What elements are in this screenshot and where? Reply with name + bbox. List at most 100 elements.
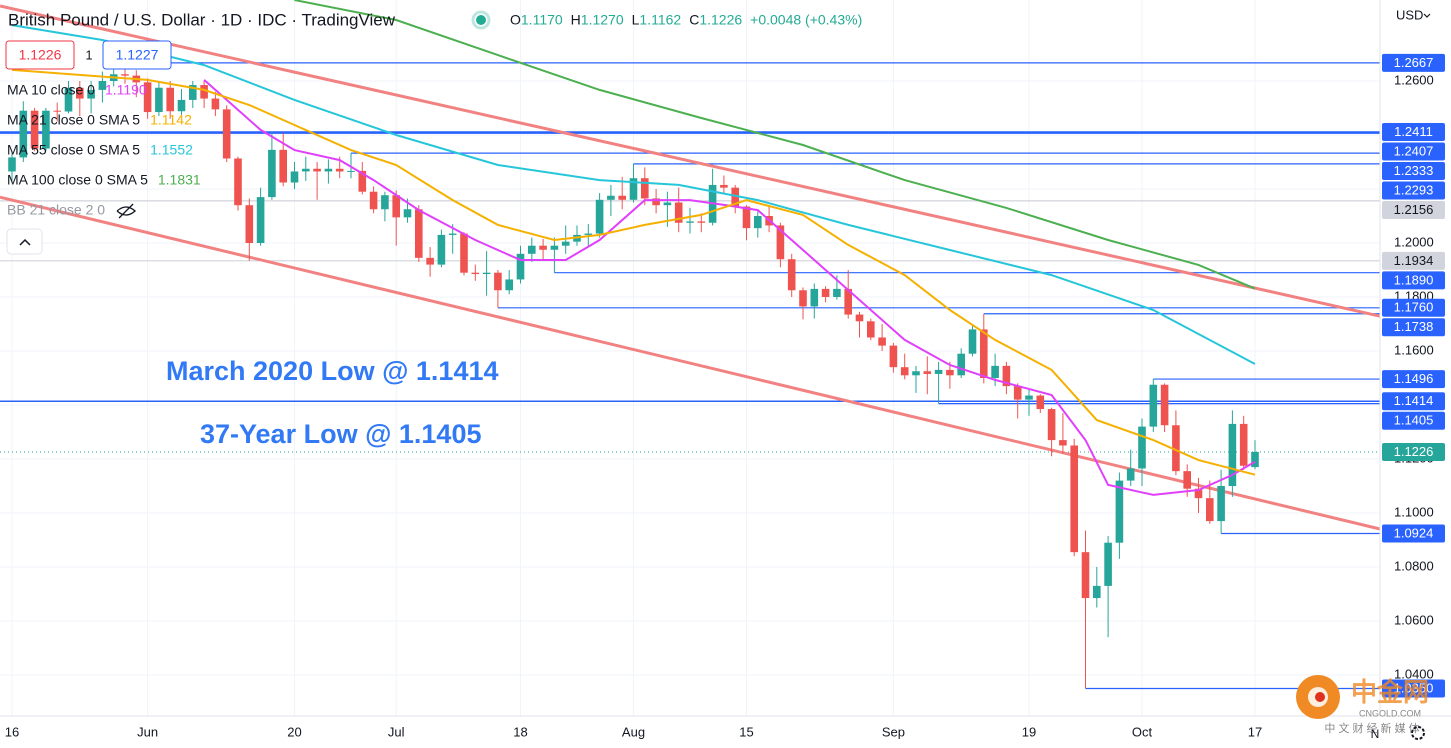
candle-body [641, 178, 649, 199]
candle-body [1251, 451, 1259, 468]
legend-value: 1.1142 [150, 112, 192, 128]
buy-price: 1.1227 [116, 47, 159, 63]
ohlc-value: 1.1170 [521, 12, 563, 28]
candle-body [1059, 440, 1067, 446]
candle-body [200, 85, 208, 99]
candles [8, 62, 1259, 689]
level-label: 1.0924 [1394, 525, 1434, 540]
level-label: 1.1405 [1394, 413, 1434, 428]
x-tick-label: Sep [882, 724, 905, 739]
candle-body [923, 371, 932, 374]
candle-body [1194, 488, 1203, 499]
candle-body [1138, 426, 1146, 469]
x-tick-label: 19 [1022, 724, 1036, 739]
settings-icon[interactable] [1411, 726, 1425, 740]
candle-body [776, 225, 785, 260]
level-label-box [1382, 162, 1445, 181]
candle-body [1149, 384, 1158, 427]
candle-body [957, 353, 965, 376]
candle-body [471, 272, 480, 275]
level-label-box [1382, 123, 1445, 142]
ohlc-value: 1.1226 [699, 12, 742, 28]
level-label: 1.2333 [1394, 163, 1434, 178]
level-label: 1.1760 [1394, 300, 1434, 315]
candle-body [697, 221, 706, 223]
level-label-box [1382, 181, 1445, 200]
candle-body [1025, 395, 1033, 400]
candle-body [245, 205, 254, 243]
y-tick-label: 1.2000 [1394, 234, 1434, 249]
ma-line [11, 24, 1256, 365]
candle-body [1093, 585, 1101, 599]
level-label: 1.1890 [1394, 272, 1434, 287]
level-label-box [1382, 679, 1445, 698]
y-tick-label: 1.0600 [1394, 612, 1434, 627]
level-label: 1.1414 [1394, 393, 1434, 408]
candle-body [121, 74, 129, 76]
level-label: 1.1738 [1394, 319, 1434, 334]
candle-body [550, 245, 559, 250]
level-label-box [1382, 53, 1445, 72]
candle-body [618, 195, 626, 200]
candle-body [166, 87, 174, 112]
candle-body [912, 371, 920, 376]
chart-title: British Pound / U.S. Dollar · 1D · IDC ·… [8, 10, 396, 29]
candle-body [821, 288, 830, 297]
level-label: 1.2411 [1394, 124, 1433, 139]
legend-value: 1.1552 [150, 142, 193, 158]
x-tick-label: 15 [739, 724, 753, 739]
spread: 1 [85, 47, 92, 62]
candle-body [437, 234, 446, 265]
currency[interactable]: USD [1396, 7, 1423, 22]
trendlines [0, 4, 1381, 531]
candle-body [403, 209, 412, 218]
level-label: 1.1934 [1394, 253, 1434, 268]
candle-body [1228, 423, 1237, 486]
candle-body [313, 168, 321, 172]
x-tick-label: 18 [513, 724, 527, 739]
candle-body [528, 245, 536, 254]
sell-price: 1.1226 [19, 47, 62, 63]
candle-body [494, 272, 502, 291]
candle-body [268, 149, 276, 198]
level-label-box [1382, 298, 1445, 317]
y-tick-label: 1.0400 [1394, 666, 1434, 681]
candle-body [720, 184, 728, 188]
candle-body [358, 170, 367, 192]
level-label-box [1382, 411, 1445, 430]
candle-body [731, 187, 739, 207]
logo-core [1315, 692, 1325, 702]
ma-line [203, 79, 1256, 496]
candle-body [595, 199, 604, 234]
level-label: 1.2667 [1394, 55, 1434, 70]
currency-caret [1423, 13, 1431, 18]
candle-body [1126, 468, 1135, 481]
candle-body [754, 216, 762, 229]
hidden-eye-icon[interactable] [116, 203, 137, 219]
x-tick-label: Jun [137, 724, 158, 739]
level-label: 1.2293 [1394, 182, 1434, 197]
level-label-box [1382, 271, 1445, 290]
candle-body [663, 202, 672, 206]
level-label: 1.2407 [1394, 143, 1434, 158]
candle-body [335, 168, 344, 172]
candle-body [1081, 552, 1090, 599]
last-price-box [1382, 442, 1445, 461]
candle-body [878, 337, 886, 346]
candle-body [1013, 386, 1022, 400]
candle-body [234, 158, 242, 206]
sell-box[interactable] [5, 40, 75, 70]
candle-body [290, 171, 299, 183]
x-tick-label: Jul [388, 724, 405, 739]
buy-box[interactable] [102, 40, 172, 70]
candle-body [584, 233, 593, 235]
level-label-box [1382, 201, 1445, 220]
candle-body [652, 198, 660, 206]
candle-body [369, 191, 378, 210]
candle-body [211, 98, 220, 110]
collapse-icon [19, 238, 31, 246]
x-tick-label: 20 [287, 724, 301, 739]
candle-body [674, 202, 683, 223]
axes: 1.04001.06001.08001.10001.12001.14001.16… [5, 7, 1445, 741]
status-ring [471, 10, 491, 30]
